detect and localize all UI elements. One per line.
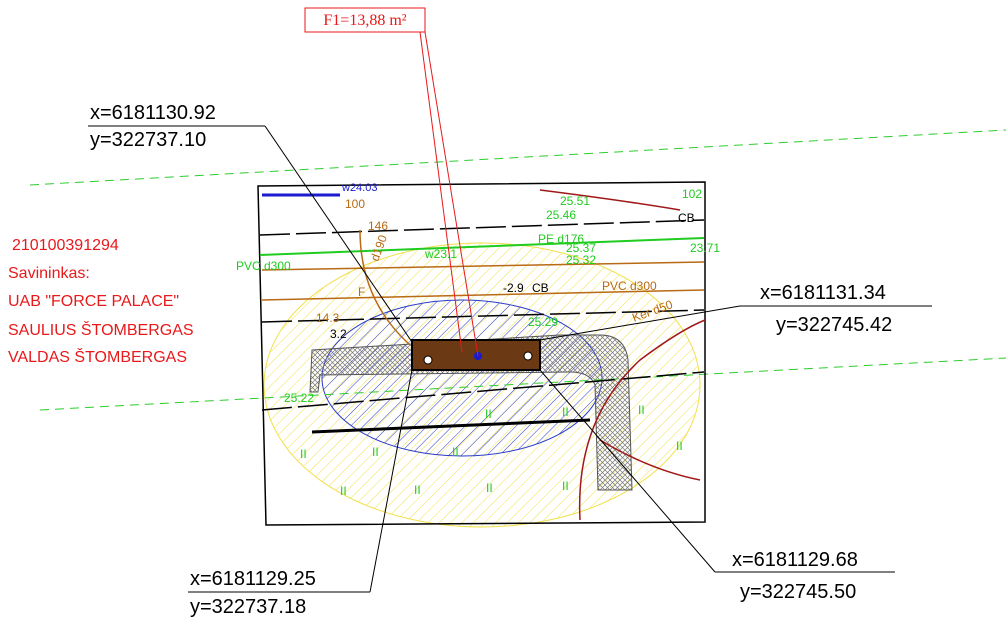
coord-y: y=322745.50 [740,581,856,603]
coord-x: x=6181130.92 [90,102,216,124]
coord-y: y=322745.42 [776,314,892,336]
pavement [309,334,633,491]
map-label: II [485,407,492,421]
owner: VALDAS ŠTOMBERGAS [8,347,187,366]
blue-zone [321,299,603,457]
map-label: w23.1 [424,247,457,261]
map-label: CB [532,281,549,295]
map-label: CB [678,211,695,225]
map-label: PVC d300 [236,259,291,273]
map-label: F [358,285,365,299]
coord-y: y=322737.10 [90,129,206,151]
map-label: 23.71 [690,241,720,255]
parcel-id: 210100391294 [12,237,119,254]
coord-x: x=6181129.25 [190,568,316,590]
map-label: II [486,481,493,495]
map-label: 146 [368,219,388,233]
map-label: 25.51 [560,194,590,208]
map-label: 25.29 [528,315,558,329]
map-label: II [340,484,347,498]
map-label: 100 [345,197,365,211]
owner: SAULIUS ŠTOMBERGAS [8,320,194,339]
coordinates [88,125,932,593]
map-label: 102 [682,187,702,201]
map-label: 25.46 [546,208,576,222]
map-label: II [414,483,421,497]
map-label: II [300,447,307,461]
map-label: II [638,403,645,417]
owner-title: Savininkas: [8,265,90,282]
building [411,339,541,371]
callout: F1=13,88 m² [304,7,479,357]
callout-box [304,7,426,33]
map-label: 14.3 [316,311,340,325]
map-label: 25.32 [566,253,596,267]
map-label: 3.2 [330,327,347,341]
map-label: II [372,445,379,459]
coord-x: x=6181131.34 [760,282,886,304]
owner: UAB "FORCE PALACE" [8,293,179,310]
leader [419,31,463,353]
boundary [39,357,1006,411]
area-label: F1=13,88 m² [323,12,406,29]
map-label: PVC d300 [602,279,657,293]
boundary [29,129,1006,186]
map-label: II [676,439,683,453]
coord-y: y=322737.18 [190,596,306,618]
leader [424,31,479,357]
sheet-frame [257,181,706,526]
map-label: PE d176 [538,232,584,246]
coord-x: x=6181129.68 [732,549,858,571]
map-label: 25.37 [566,241,596,255]
map-label: 25.22 [284,391,314,405]
lines [29,129,1006,526]
map-label: w24.03 [341,182,377,194]
map-label: II [562,479,569,493]
map-label: II [452,445,459,459]
map-label: -2.9 [503,281,524,295]
map-label: II [562,405,569,419]
